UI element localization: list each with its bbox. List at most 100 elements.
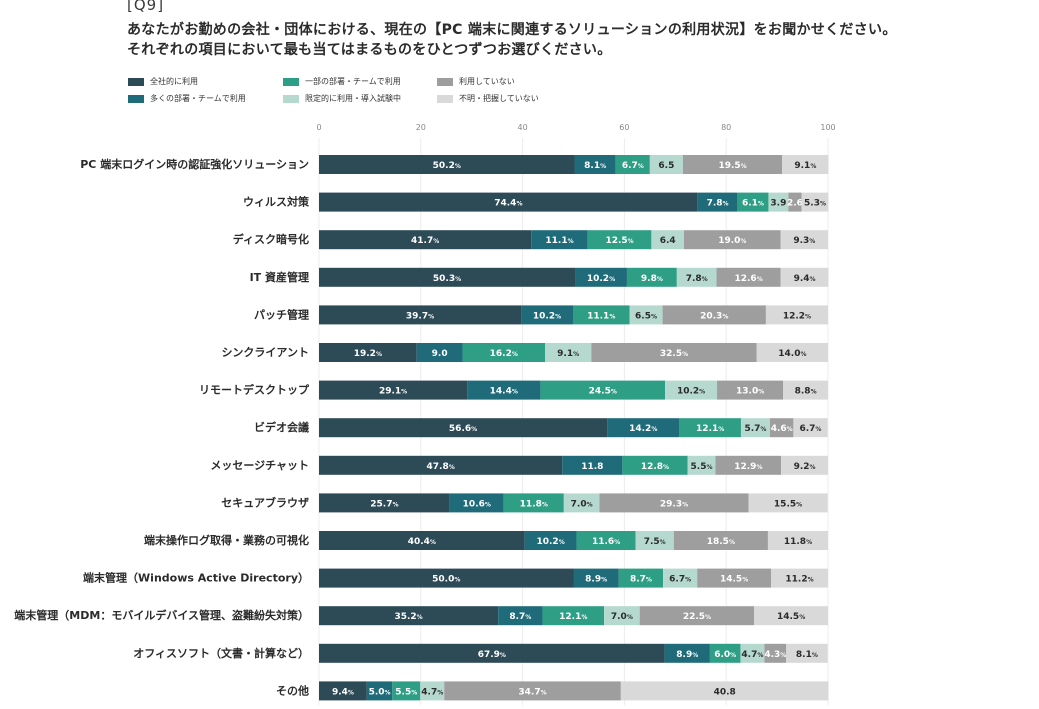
percent-suffix: %	[500, 652, 506, 659]
data-label: 7.8%	[686, 274, 708, 284]
data-label: 12.1%	[559, 612, 587, 622]
data-label: 50.3%	[433, 274, 461, 284]
percent-suffix: %	[682, 351, 688, 358]
data-label: 20.3%	[700, 311, 728, 321]
bar-segment	[626, 267, 677, 287]
bar-segment	[767, 531, 828, 550]
percent-suffix: %	[729, 539, 735, 546]
category-label: PC 端末ログイン時の認証強化ソリューション	[80, 157, 309, 171]
data-label: 10.2%	[587, 274, 615, 284]
data-label: 6.1%	[742, 199, 764, 209]
legend-item: 不明・把握していない	[437, 93, 539, 104]
percent-suffix: %	[646, 577, 652, 584]
bar-segment	[764, 643, 787, 663]
data-label: 6.7%	[799, 424, 821, 434]
data-label: 6.5%	[635, 311, 657, 321]
percent-suffix: %	[393, 501, 399, 508]
data-label: 9.4%	[332, 687, 354, 697]
bar-segment	[682, 155, 783, 174]
data-label: 40.4%	[408, 537, 436, 547]
data-label: 9.0	[432, 349, 448, 359]
bar-segment	[769, 418, 794, 438]
bar-segment	[544, 343, 592, 362]
data-label: 74.4%	[494, 199, 522, 209]
legend-swatch	[128, 77, 144, 86]
bar-segment	[319, 267, 576, 287]
percent-suffix: %	[780, 652, 786, 659]
percent-suffix: %	[433, 238, 439, 245]
bar-segment	[575, 267, 627, 287]
bar-segment	[620, 681, 829, 701]
data-label: 16.2%	[490, 349, 518, 359]
percent-suffix: %	[541, 689, 547, 696]
x-tick-label: 40	[518, 123, 528, 132]
bar-segment	[717, 380, 784, 400]
bar-segment	[788, 192, 802, 212]
percent-suffix: %	[758, 389, 764, 396]
bar-segment	[651, 230, 684, 250]
category-label: 端末管理（Windows Active Directory）	[83, 571, 309, 585]
bar-segment	[780, 267, 829, 287]
data-label: 12.9%	[734, 462, 762, 472]
data-label: 39.7%	[406, 311, 434, 321]
percent-suffix: %	[417, 614, 423, 621]
bar-segment	[462, 343, 545, 362]
bar-segment	[542, 606, 605, 626]
bar-segment	[737, 192, 769, 212]
bar-segment	[416, 343, 463, 362]
bar-segment	[709, 643, 741, 663]
data-label: 35.2%	[394, 612, 422, 622]
percent-suffix: %	[609, 276, 615, 283]
percent-suffix: %	[512, 351, 518, 358]
data-label: 8.7%	[630, 575, 652, 585]
data-label: 13.0%	[736, 387, 764, 397]
percent-suffix: %	[471, 426, 477, 433]
data-label: 12.2%	[783, 311, 811, 321]
percent-suffix: %	[657, 276, 663, 283]
percent-suffix: %	[587, 501, 593, 508]
bar-segment	[748, 493, 828, 513]
percent-suffix: %	[810, 163, 816, 170]
bar-segment	[783, 380, 828, 400]
category-label: メッセージチャット	[210, 459, 309, 472]
data-label: 56.6%	[449, 424, 477, 434]
data-label: 14.0%	[778, 349, 806, 359]
data-label: 9.1%	[794, 161, 816, 171]
bar-segment	[618, 568, 664, 588]
data-label: 4.7%	[421, 687, 443, 697]
percent-suffix: %	[730, 652, 736, 659]
question-title-line2: それぞれの項目において最も当てはまるものをひとつずつお選びください。	[127, 42, 612, 58]
data-label: 34.7%	[518, 687, 546, 697]
bar-segment	[756, 343, 828, 362]
percent-suffix: %	[437, 689, 443, 696]
legend-swatch	[283, 94, 299, 103]
x-tick-label: 80	[721, 123, 731, 132]
legend-label: 不明・把握していない	[459, 94, 539, 103]
percent-suffix: %	[628, 238, 634, 245]
data-label: 6.5	[658, 161, 674, 171]
data-label: 50.0%	[432, 575, 460, 585]
data-label: 29.1%	[379, 387, 407, 397]
bar-segment	[683, 230, 781, 250]
percent-suffix: %	[611, 389, 617, 396]
bar-segment	[576, 531, 636, 550]
bar-segment	[622, 455, 688, 475]
percent-suffix: %	[601, 577, 607, 584]
data-label: 50.2%	[433, 161, 461, 171]
bar-segment	[673, 531, 768, 550]
percent-suffix: %	[809, 238, 815, 245]
bar-segment	[319, 230, 532, 250]
bar-segment	[716, 267, 781, 287]
category-label: その他	[276, 683, 309, 697]
category-label: ビデオ会議	[254, 420, 309, 434]
percent-suffix: %	[742, 577, 748, 584]
data-label: 14.2%	[629, 424, 657, 434]
bar-segment	[524, 531, 577, 550]
percent-suffix: %	[800, 351, 806, 358]
bar-segment	[319, 192, 698, 212]
percent-suffix: %	[705, 614, 711, 621]
bar-segment	[591, 343, 757, 362]
bar-segment	[319, 493, 450, 513]
data-label: 15.5%	[774, 499, 802, 509]
legend-swatch	[283, 77, 299, 86]
